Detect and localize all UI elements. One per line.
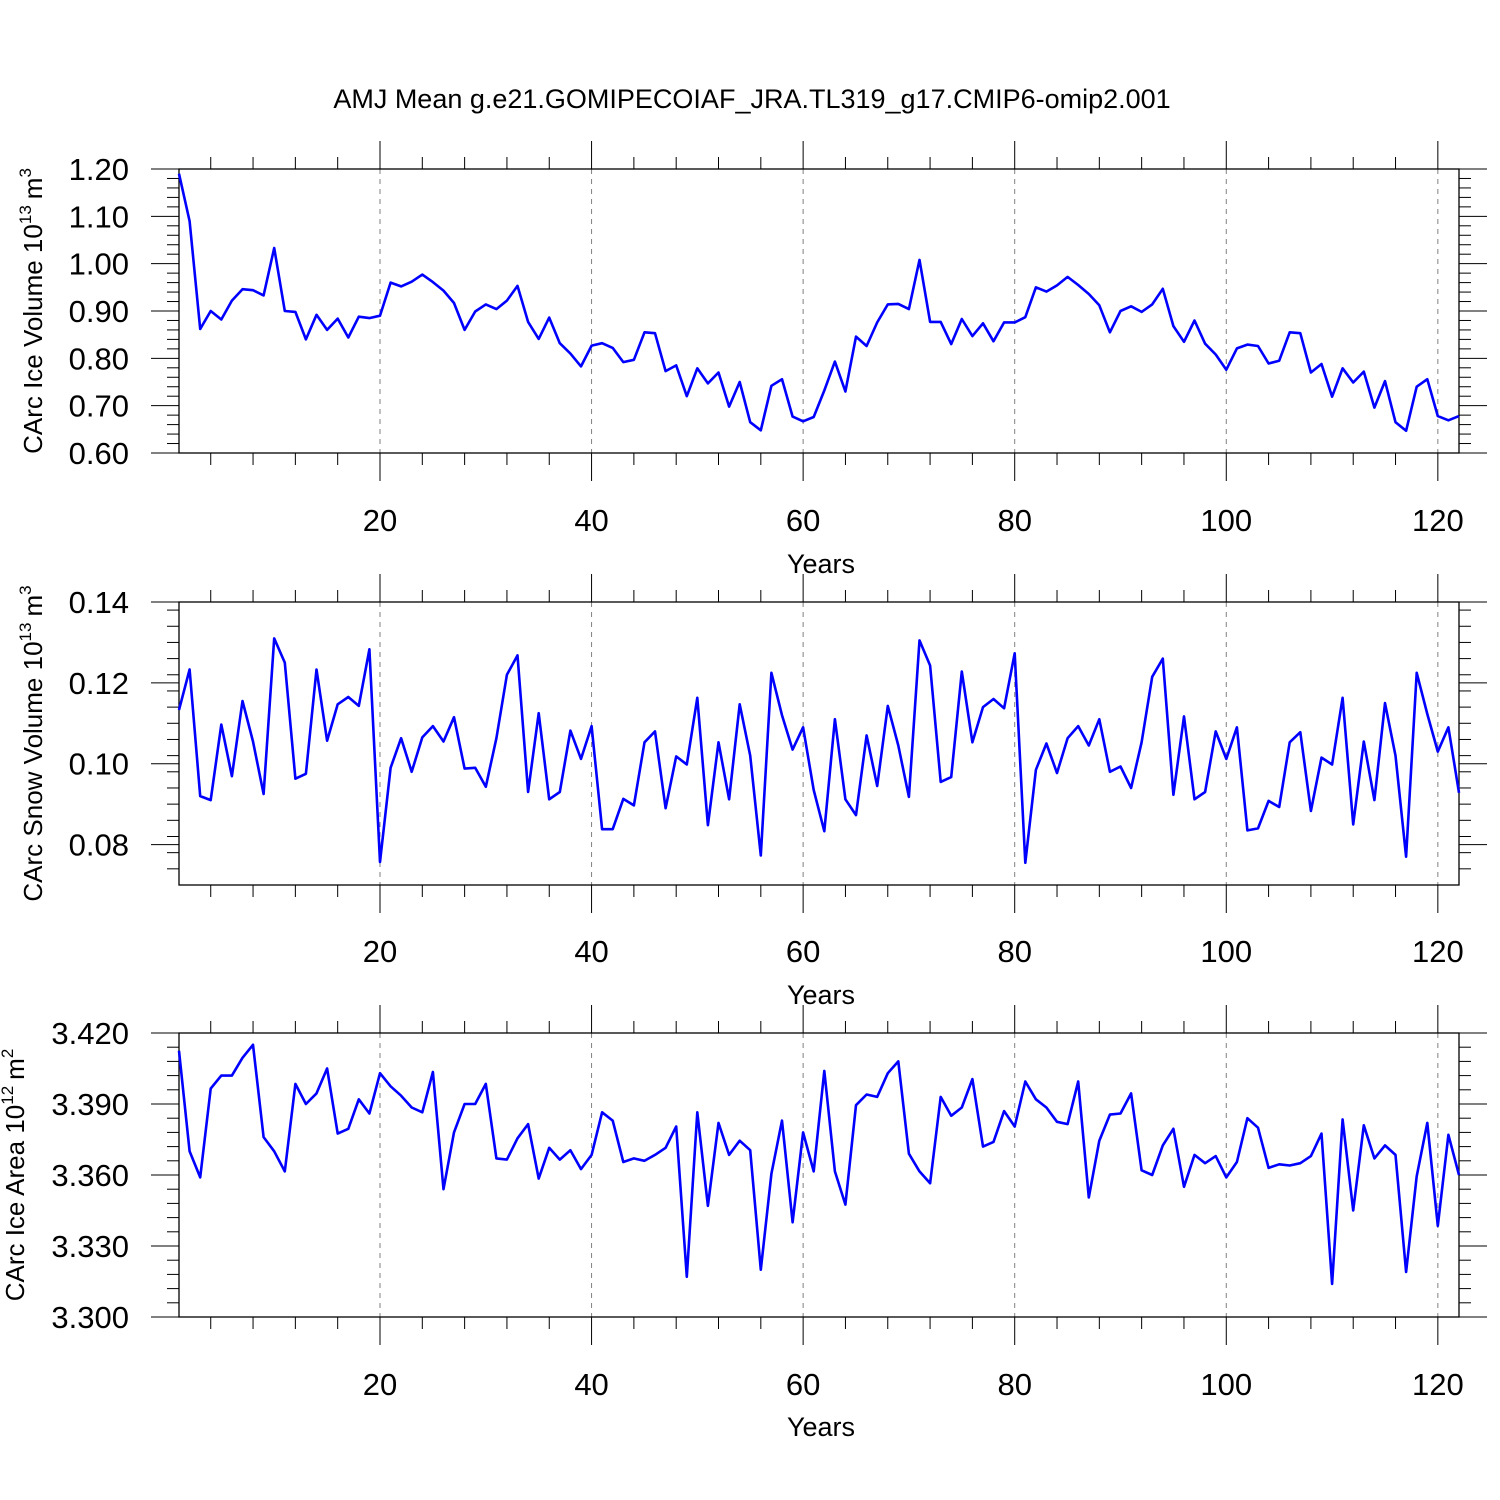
plot-frame [178,1032,1460,1318]
x-axis-label: Years [787,549,855,579]
x-tick-label: 60 [786,503,820,538]
x-tick-label: 40 [574,503,608,538]
y-tick-label: 3.360 [51,1158,129,1193]
y-tick-label: 3.330 [51,1229,129,1264]
y-axis-label-ylabel-unit-exp: 3 [16,585,35,594]
y-tick-label: 0.80 [69,341,129,376]
y-tick-label: 3.420 [51,1016,129,1051]
y-axis-label-ylabel: CArc Ice Area 10 [0,1105,30,1302]
y-axis-label-ylabel-exp: 13 [16,623,35,642]
y-axis-label-ylabel-unit-exp: 3 [16,168,35,177]
y-axis-label-ylabel-exp: 12 [0,1086,17,1105]
x-tick-label: 60 [786,934,820,969]
x-tick-label: 60 [786,1367,820,1402]
series-line [177,1043,1461,1286]
x-axis-label: Years [787,1412,855,1442]
y-tick-label: 1.00 [69,247,129,282]
x-tick-label: 100 [1200,934,1252,969]
x-axis-label: Years [787,980,855,1010]
x-tick-label: 40 [574,1367,608,1402]
y-tick-label: 0.14 [69,585,129,620]
panel-ice-area: 20 40 60 80 100 120 3.300 3.330 3.360 3.390 3.420 Y… [0,1005,1487,1442]
x-tick-label: 40 [574,934,608,969]
x-tick-label: 20 [363,934,397,969]
y-tick-label: 3.390 [51,1087,129,1122]
panel-snow-volume: 20 40 60 80 100 120 0.08 0.10 0.12 0.14 Years CArc … [16,574,1487,1010]
x-tick-label: 120 [1412,1367,1464,1402]
series-line [177,637,1461,865]
y-tick-label: 0.08 [69,828,129,863]
y-tick-label: 3.300 [51,1300,129,1335]
y-axis-label-ylabel-unit: m [0,1058,30,1080]
x-tick-label: 100 [1200,1367,1252,1402]
x-tick-label: 80 [997,934,1031,969]
y-tick-label: 0.90 [69,294,129,329]
x-tick-label: 120 [1412,934,1464,969]
y-axis-label: CArc Snow Volume 1013 m3 [16,585,48,901]
y-axis-label-ylabel: CArc Ice Volume 10 [18,224,48,454]
y-tick-label: 1.10 [69,199,129,234]
y-axis-label-ylabel-unit-exp: 2 [0,1049,17,1058]
y-axis-label-ylabel: CArc Snow Volume 10 [18,641,48,901]
x-tick-label: 100 [1200,503,1252,538]
series-line [177,173,1460,433]
plot-frame [178,601,1460,886]
panel-ice-volume: 20 40 60 80 100 120 0.60 0.70 0.80 0.90 1.00 1.10 1.… [16,141,1487,579]
plot-frame [178,168,1460,454]
x-tick-label: 80 [997,503,1031,538]
y-axis-label-ylabel-unit: m [18,595,48,617]
x-tick-label: 20 [363,503,397,538]
y-tick-label: 0.70 [69,389,129,424]
x-tick-label: 120 [1412,503,1464,538]
y-axis-label-ylabel-exp: 13 [16,205,35,224]
y-axis-label: CArc Ice Area 1012 m2 [0,1049,30,1302]
x-tick-label: 80 [997,1367,1031,1402]
y-tick-label: 1.20 [69,152,129,187]
y-tick-label: 0.60 [69,436,129,471]
figure-title: AMJ Mean g.e21.GOMIPECOIAF_JRA.TL319_g17… [333,84,1170,114]
y-tick-label: 0.10 [69,747,129,782]
x-tick-label: 20 [363,1367,397,1402]
y-axis-label: CArc Ice Volume 1013 m3 [16,168,48,454]
y-tick-label: 0.12 [69,666,129,701]
y-axis-label-ylabel-unit: m [18,178,48,200]
